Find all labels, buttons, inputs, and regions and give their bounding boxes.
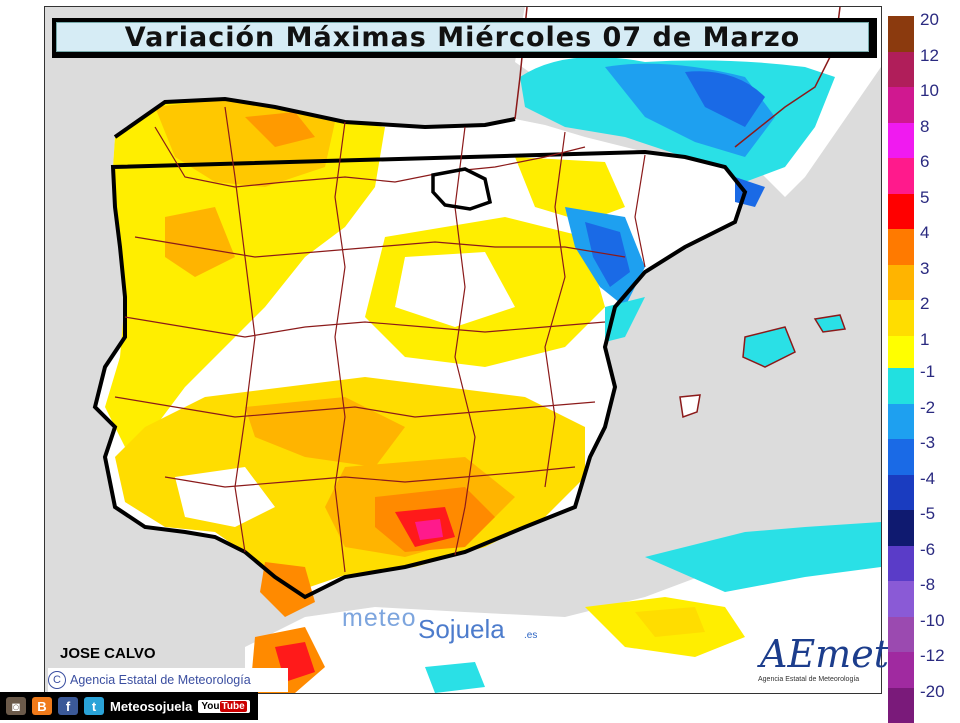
legend-label-pos-7: 3 [920, 259, 929, 279]
legend-swatch-pos-5 [888, 194, 914, 230]
legend-label-pos-5: 5 [920, 188, 929, 208]
legend-label-pos-6: 4 [920, 223, 929, 243]
aemet-logo-text: AEmet [760, 632, 889, 676]
watermark: meteo Sojuela .es [342, 600, 572, 650]
legend-label-neg-8: -12 [920, 646, 945, 666]
legend-label-neg-3: -4 [920, 469, 935, 489]
legend-swatch-pos-3 [888, 123, 914, 159]
youtube-tube: Tube [220, 701, 247, 712]
legend-label-pos-2: 10 [920, 81, 939, 101]
youtube-you: You [201, 701, 219, 712]
legend-swatch-neg-4 [888, 510, 914, 546]
legend-label-pos-3: 8 [920, 117, 929, 137]
legend-label-neg-5: -6 [920, 540, 935, 560]
legend-swatch-pos-2 [888, 87, 914, 123]
legend-swatch-neg-1 [888, 404, 914, 440]
watermark-tld: .es [524, 630, 537, 641]
legend-label-neg-0: -1 [920, 362, 935, 382]
title-banner: Variación Máximas Miércoles 07 de Marzo [52, 18, 877, 58]
legend-label-pos-4: 6 [920, 152, 929, 172]
legend-swatch-pos-1 [888, 52, 914, 88]
legend-label-neg-1: -2 [920, 398, 935, 418]
legend-swatch-neg-0 [888, 368, 914, 404]
legend-swatch-neg-3 [888, 475, 914, 511]
twitter-icon[interactable]: t [84, 697, 104, 715]
facebook-icon[interactable]: f [58, 697, 78, 715]
legend-label-neg-7: -10 [920, 611, 945, 631]
legend-swatch-pos-4 [888, 158, 914, 194]
legend-swatch-neg-2 [888, 439, 914, 475]
credit-text: Agencia Estatal de Meteorología [70, 673, 251, 687]
blogger-icon[interactable]: B [32, 697, 52, 715]
credit-line: C Agencia Estatal de Meteorología [48, 668, 288, 692]
author-label: JOSE CALVO [60, 645, 156, 662]
watermark-sojuela: Sojuela [418, 614, 505, 645]
watermark-meteo: meteo [342, 604, 416, 633]
legend-label-pos-8: 2 [920, 294, 929, 314]
legend-label-neg-4: -5 [920, 504, 935, 524]
map-title: Variación Máximas Miércoles 07 de Marzo [125, 22, 800, 53]
legend-swatch-pos-7 [888, 265, 914, 301]
copyright-icon: C [48, 671, 66, 689]
legend-swatch-pos-8 [888, 300, 914, 336]
legend-swatch-pos-9 [888, 336, 914, 372]
legend-swatch-neg-6 [888, 581, 914, 617]
instagram-icon[interactable]: ◙ [6, 697, 26, 715]
legend-swatch-pos-0 [888, 16, 914, 52]
aemet-logo-subtitle: Agencia Estatal de Meteorología [758, 676, 859, 683]
legend-label-neg-2: -3 [920, 433, 935, 453]
color-legend: 20 12 10 8 6 5 4 3 2 1 -1 -2 -3 -4 -5 -6 -8 -10 -12 -20 [886, 12, 960, 702]
legend-label-neg-9: -20 [920, 682, 945, 702]
legend-swatch-pos-6 [888, 229, 914, 265]
legend-swatch-neg-9 [888, 688, 914, 723]
legend-swatch-neg-8 [888, 652, 914, 688]
legend-label-pos-0: 20 [920, 10, 939, 30]
legend-label-pos-1: 12 [920, 46, 939, 66]
social-handle[interactable]: Meteosojuela [110, 699, 192, 714]
map-area [44, 6, 882, 694]
legend-swatch-neg-5 [888, 546, 914, 582]
title-panel: Variación Máximas Miércoles 07 de Marzo [56, 22, 869, 52]
legend-swatch-neg-7 [888, 617, 914, 653]
legend-label-neg-6: -8 [920, 575, 935, 595]
aemet-logo: AEmet Agencia Estatal de Meteorología [752, 630, 878, 688]
variation-map [45, 7, 881, 693]
legend-label-pos-9: 1 [920, 330, 929, 350]
